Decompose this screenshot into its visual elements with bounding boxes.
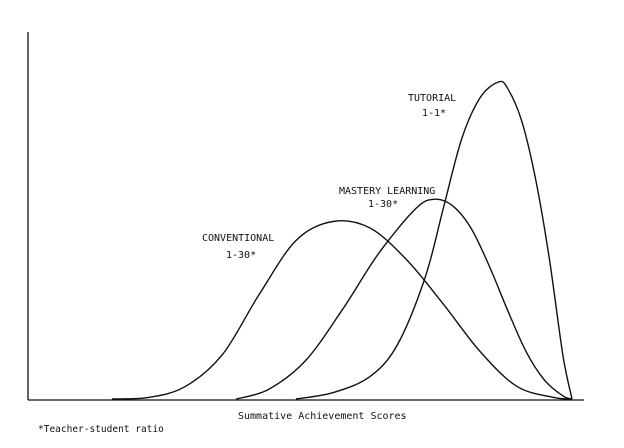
series-sublabel-conventional: 1-30* — [226, 250, 256, 261]
series-label-mastery-learning: MASTERY LEARNING — [339, 186, 435, 197]
series-line-tutorial — [295, 80, 573, 400]
series-label-conventional: CONVENTIONAL — [202, 233, 274, 244]
footnote: *Teacher-student ratio — [38, 424, 164, 435]
x-axis-label: Summative Achievement Scores — [238, 411, 407, 422]
series-sublabel-mastery-learning: 1-30* — [368, 199, 398, 210]
series-sublabel-tutorial: 1-1* — [422, 108, 446, 119]
series-line-mastery-learning — [236, 198, 573, 400]
series-layer — [111, 80, 573, 400]
series-label-tutorial: TUTORIAL — [408, 93, 456, 104]
series-line-conventional — [111, 220, 573, 400]
